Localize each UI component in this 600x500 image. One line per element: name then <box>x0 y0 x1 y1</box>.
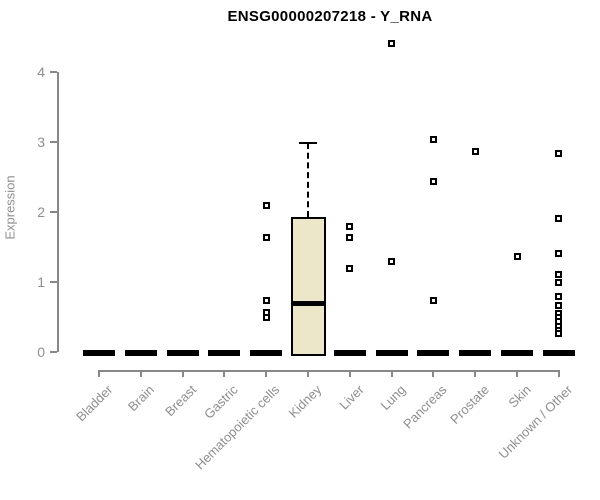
x-axis-tick <box>223 370 226 377</box>
y-tick-label: 1 <box>37 274 45 290</box>
x-tick-label: Lung <box>377 382 409 414</box>
outlier-point <box>388 39 396 47</box>
outlier-point <box>555 330 563 338</box>
median-line <box>290 300 326 306</box>
zero-box <box>250 350 283 356</box>
outlier-point <box>429 178 437 186</box>
outlier-point <box>388 257 396 265</box>
x-tick-label: Prostate <box>446 382 492 427</box>
x-axis-tick <box>516 370 518 377</box>
x-tick-label: Kidney <box>285 382 325 421</box>
outlier-point <box>555 302 563 310</box>
zero-box <box>333 350 366 356</box>
x-axis-tick <box>307 370 309 377</box>
x-axis-line <box>99 370 559 372</box>
y-axis-tick <box>50 281 57 283</box>
chart-title: ENSG00000207218 - Y_RNA <box>227 8 433 25</box>
outlier-point <box>555 214 563 222</box>
y-axis-line <box>57 72 59 352</box>
box-iqr <box>290 216 326 356</box>
x-tick-label: Breast <box>162 382 200 420</box>
zero-box <box>208 350 241 356</box>
outlier-point <box>555 279 563 287</box>
outlier-point <box>346 233 354 241</box>
x-tick-label: Skin <box>505 382 534 411</box>
y-tick-label: 4 <box>37 64 45 80</box>
x-tick-label: Brain <box>125 382 158 415</box>
outlier-point <box>513 253 521 261</box>
y-axis-tick <box>50 141 57 143</box>
zero-box <box>166 350 199 356</box>
outlier-point <box>555 149 563 157</box>
outlier-point <box>429 297 437 305</box>
y-axis-tick <box>50 351 57 353</box>
y-axis-tick <box>50 211 57 213</box>
zero-box <box>83 350 115 356</box>
x-tick-label: Bladder <box>73 382 116 425</box>
x-tick-label: Pancreas <box>400 382 451 432</box>
outlier-point <box>346 265 354 273</box>
outlier-point <box>262 234 270 242</box>
whisker-cap-upper <box>299 142 317 145</box>
outlier-point <box>555 249 563 257</box>
outlier-point <box>471 148 479 156</box>
outlier-point <box>429 135 437 143</box>
zero-box <box>501 350 533 356</box>
x-axis-tick <box>432 370 435 377</box>
outlier-point <box>346 222 354 230</box>
x-axis-tick <box>98 370 100 377</box>
zero-box <box>542 350 575 356</box>
x-axis-tick <box>139 370 142 377</box>
y-tick-label: 0 <box>37 344 45 360</box>
x-axis-tick <box>181 370 184 377</box>
x-axis-tick <box>390 370 393 377</box>
x-axis-tick <box>265 370 268 377</box>
x-axis-tick <box>557 370 560 377</box>
outlier-point <box>555 293 563 301</box>
x-tick-label: Unknown / Other <box>495 382 576 462</box>
y-tick-label: 2 <box>37 204 45 220</box>
y-tick-label: 3 <box>37 134 45 150</box>
x-axis-tick <box>474 370 477 377</box>
zero-box <box>417 350 450 356</box>
outlier-point <box>555 270 563 278</box>
outlier-point <box>262 313 270 321</box>
outlier-point <box>262 202 270 210</box>
whisker-upper <box>307 143 309 217</box>
zero-box <box>124 350 157 356</box>
x-tick-label: Liver <box>335 382 367 413</box>
x-tick-label: Gastric <box>201 382 242 422</box>
x-axis-tick <box>348 370 351 377</box>
zero-box <box>459 350 492 356</box>
outlier-point <box>262 296 270 304</box>
zero-box <box>375 350 408 356</box>
y-axis-tick <box>50 71 57 73</box>
